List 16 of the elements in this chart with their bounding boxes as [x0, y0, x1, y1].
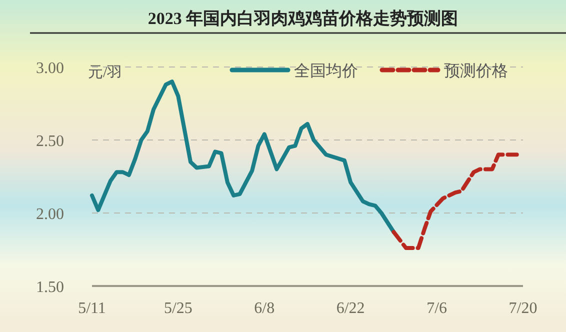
y-tick-label: 2.50 [36, 133, 64, 150]
line-series [90, 80, 396, 234]
y-axis-title: 元/羽 [88, 65, 122, 81]
x-tick-label: 5/25 [164, 300, 192, 317]
y-tick-label: 1.50 [36, 279, 64, 296]
x-tick-label: 6/22 [336, 300, 365, 317]
x-tick-label: 6/8 [254, 300, 275, 317]
x-tick-label: 5/11 [78, 300, 106, 317]
y-tick-label: 2.00 [36, 206, 64, 223]
chart-title: 2023 年国内白羽肉鸡鸡苗价格走势预测图 [148, 9, 458, 28]
x-tick-label: 7/6 [426, 300, 448, 317]
legend-label: 预测价格 [444, 63, 508, 80]
legend-label: 全国均价 [294, 63, 358, 80]
x-tick-label: 7/20 [508, 300, 538, 317]
y-tick-label: 3.00 [36, 60, 64, 77]
line-series [392, 152, 519, 250]
